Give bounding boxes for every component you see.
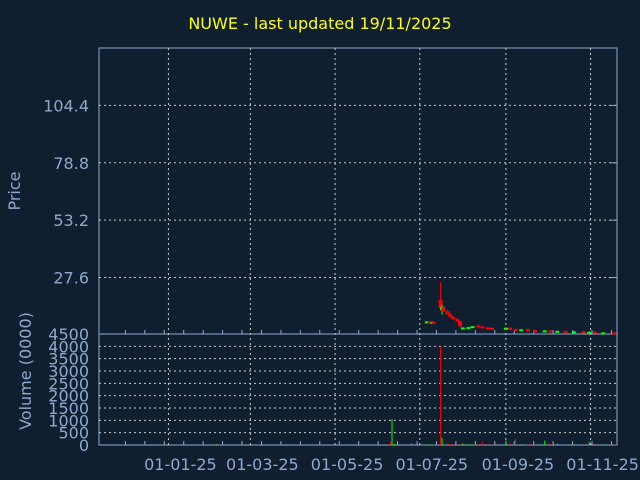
candle-body bbox=[451, 316, 456, 319]
volume-tick-label: 2000 bbox=[48, 387, 89, 406]
x-tick-label: 01-05-25 bbox=[311, 455, 384, 474]
candle-body bbox=[542, 330, 547, 333]
volume-tick-label: 3000 bbox=[48, 362, 89, 381]
candle-body bbox=[533, 330, 538, 333]
volume-tick-label: 3500 bbox=[48, 350, 89, 369]
candle-body bbox=[563, 330, 568, 333]
candle-body bbox=[466, 327, 471, 330]
volume-tick-label: 4500 bbox=[48, 325, 89, 344]
candle-body bbox=[587, 331, 592, 334]
price-tick-label: 27.6 bbox=[53, 269, 89, 288]
candle-body bbox=[458, 321, 463, 327]
candle-body bbox=[431, 321, 436, 324]
candle-body bbox=[508, 327, 513, 330]
candle-body bbox=[480, 326, 485, 329]
candle-body bbox=[424, 321, 429, 324]
x-tick-label: 01-11-25 bbox=[566, 455, 639, 474]
candle-body bbox=[555, 330, 560, 333]
candle-body bbox=[601, 332, 606, 335]
candle-body bbox=[581, 331, 586, 334]
candle-body bbox=[445, 311, 450, 315]
candle-body bbox=[526, 329, 531, 332]
price-axis-label: Price bbox=[5, 171, 24, 210]
candle-body bbox=[427, 321, 432, 324]
price-tick-label: 104.4 bbox=[43, 96, 89, 115]
x-tick-label: 01-07-25 bbox=[395, 455, 468, 474]
candle-body bbox=[441, 306, 446, 312]
volume-tick-label: 1000 bbox=[48, 411, 89, 430]
candle-body bbox=[470, 326, 475, 329]
volume-tick-label: 1500 bbox=[48, 399, 89, 418]
volume-tick-label: 0 bbox=[79, 436, 89, 455]
volume-axis-label: Volume (0000) bbox=[16, 312, 35, 430]
x-tick-label: 01-01-25 bbox=[144, 455, 217, 474]
candle-body bbox=[513, 328, 518, 331]
chart-title: NUWE - last updated 19/11/2025 bbox=[188, 14, 452, 33]
x-tick-label: 01-03-25 bbox=[226, 455, 299, 474]
candle-body bbox=[548, 330, 553, 333]
candle-body bbox=[519, 329, 524, 332]
x-tick-label: 01-09-25 bbox=[482, 455, 555, 474]
candle-body bbox=[460, 327, 465, 330]
price-panel-frame bbox=[98, 47, 618, 335]
candle-body bbox=[490, 327, 495, 330]
candle-body bbox=[476, 325, 481, 328]
volume-tick-label: 2500 bbox=[48, 374, 89, 393]
volume-panel-frame bbox=[98, 333, 618, 446]
candle-body bbox=[448, 314, 453, 317]
candle-body bbox=[571, 331, 576, 334]
price-tick-label: 53.2 bbox=[53, 211, 89, 230]
price-tick-label: 78.8 bbox=[53, 154, 89, 173]
volume-tick-label: 4000 bbox=[48, 337, 89, 356]
candle-body bbox=[503, 327, 508, 330]
candle-body bbox=[455, 318, 460, 321]
volume-tick-label: 500 bbox=[58, 424, 89, 443]
candle-body bbox=[612, 332, 617, 335]
candle-body bbox=[438, 300, 443, 308]
candle-body bbox=[485, 327, 490, 330]
candle-body bbox=[592, 331, 597, 334]
